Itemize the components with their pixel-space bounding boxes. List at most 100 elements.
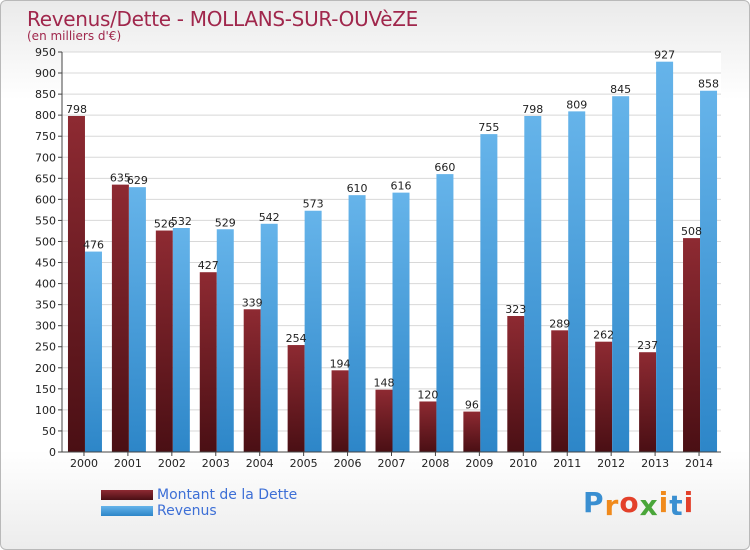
x-tick-label-2002: 2002 <box>158 457 186 470</box>
data-label-revenue-2013: 927 <box>654 49 675 62</box>
legend-swatch-revenue <box>101 506 153 516</box>
data-label-debt-2005: 254 <box>286 332 307 345</box>
data-label-debt-2013: 237 <box>637 339 658 352</box>
y-tick-label: 350 <box>35 299 56 312</box>
data-label-revenue-2014: 858 <box>698 78 719 91</box>
chart-subtitle: (en milliers d'€) <box>27 29 122 43</box>
x-tick-label-2011: 2011 <box>553 457 581 470</box>
y-tick-label: 650 <box>35 172 56 185</box>
y-tick-label: 600 <box>35 193 56 206</box>
bar-revenue-2009 <box>480 134 498 452</box>
data-label-revenue-2001: 629 <box>127 174 148 187</box>
y-tick-label: 500 <box>35 235 56 248</box>
x-tick-label-2010: 2010 <box>509 457 537 470</box>
bar-debt-2000 <box>67 116 85 452</box>
bar-debt-2005 <box>287 345 305 452</box>
y-tick-label: 900 <box>35 67 56 80</box>
x-tick-label-2004: 2004 <box>246 457 274 470</box>
bar-revenue-2006 <box>348 195 366 452</box>
data-label-revenue-2006: 610 <box>347 182 368 195</box>
logo-letter: i <box>683 486 695 519</box>
x-tick-label-2009: 2009 <box>465 457 493 470</box>
data-label-revenue-2011: 809 <box>566 98 587 111</box>
y-tick-label: 50 <box>42 425 56 438</box>
chart-title: Revenus/Dette - MOLLANS-SUR-OUVèZE <box>27 7 419 31</box>
bar-revenue-2007 <box>392 192 410 452</box>
bar-debt-2011 <box>551 330 569 452</box>
bars <box>67 61 718 453</box>
bar-debt-2012 <box>595 341 613 452</box>
data-label-revenue-2005: 573 <box>303 198 324 211</box>
bar-revenue-2010 <box>524 116 542 452</box>
data-label-debt-2008: 120 <box>417 388 438 401</box>
y-tick-label: 300 <box>35 320 56 333</box>
bar-revenue-2005 <box>304 210 322 452</box>
bar-revenue-2004 <box>260 223 278 452</box>
legend-label-debt: Montant de la Dette <box>157 487 298 503</box>
bar-debt-2003 <box>199 272 217 452</box>
legend-swatch-debt <box>101 490 153 500</box>
x-tick-label-2012: 2012 <box>597 457 625 470</box>
y-tick-label: 150 <box>35 383 56 396</box>
bar-revenue-2000 <box>84 251 102 452</box>
y-tick-label: 250 <box>35 341 56 354</box>
data-label-revenue-2003: 529 <box>215 216 236 229</box>
data-label-debt-2006: 194 <box>330 357 351 370</box>
bar-debt-2009 <box>463 411 481 452</box>
bar-debt-2014 <box>683 238 701 452</box>
bar-debt-2004 <box>243 309 261 452</box>
data-label-revenue-2009: 755 <box>478 121 499 134</box>
logo-letter: i <box>658 486 670 519</box>
data-label-revenue-2012: 845 <box>610 83 631 96</box>
bar-revenue-2013 <box>656 61 674 453</box>
data-label-debt-2000: 798 <box>66 103 87 116</box>
data-label-revenue-2000: 476 <box>83 239 104 252</box>
data-label-revenue-2002: 532 <box>171 215 192 228</box>
bar-revenue-2008 <box>436 174 454 452</box>
bar-revenue-2001 <box>128 187 146 452</box>
data-label-debt-2010: 323 <box>505 303 526 316</box>
y-tick-label: 800 <box>35 109 56 122</box>
legend-label-revenue: Revenus <box>157 503 217 519</box>
bar-revenue-2011 <box>568 111 586 453</box>
axes: 0 50 100 150 200 250 300 350 400 450 500 550 600 650 7… <box>35 46 721 470</box>
data-label-debt-2007: 148 <box>374 377 395 390</box>
logo-letter: x <box>639 489 659 522</box>
bar-debt-2008 <box>419 401 437 452</box>
x-tick-label-2001: 2001 <box>114 457 142 470</box>
data-label-debt-2014: 508 <box>681 225 702 238</box>
bar-debt-2001 <box>111 184 129 452</box>
y-tick-label: 450 <box>35 257 56 270</box>
y-tick-label: 400 <box>35 278 56 291</box>
y-tick-label: 550 <box>35 214 56 227</box>
data-label-debt-2003: 427 <box>198 259 219 272</box>
data-label-revenue-2010: 798 <box>522 103 543 116</box>
bar-debt-2002 <box>155 230 173 452</box>
y-tick-label: 700 <box>35 151 56 164</box>
x-tick-label-2007: 2007 <box>378 457 406 470</box>
data-label-debt-2001: 635 <box>110 172 131 185</box>
logo-letter: P <box>583 486 605 519</box>
data-label-debt-2009: 96 <box>465 399 479 412</box>
data-label-revenue-2004: 542 <box>259 211 280 224</box>
data-label-debt-2012: 262 <box>593 329 614 342</box>
logo-letter: o <box>619 486 640 519</box>
y-tick-label: 0 <box>49 446 56 459</box>
x-tick-label-2008: 2008 <box>421 457 449 470</box>
x-tick-label-2013: 2013 <box>641 457 669 470</box>
y-tick-label: 100 <box>35 404 56 417</box>
bar-revenue-2003 <box>216 229 234 452</box>
x-tick-label-2005: 2005 <box>290 457 318 470</box>
y-tick-label: 200 <box>35 362 56 375</box>
bar-debt-2013 <box>639 352 657 452</box>
bar-revenue-2012 <box>612 96 630 453</box>
data-label-revenue-2007: 616 <box>391 180 412 193</box>
bar-debt-2010 <box>507 316 525 452</box>
logo-letter: r <box>604 489 620 522</box>
y-tick-label: 950 <box>35 46 56 59</box>
data-label-debt-2011: 289 <box>549 317 570 330</box>
data-label-debt-2002: 526 <box>154 218 175 231</box>
